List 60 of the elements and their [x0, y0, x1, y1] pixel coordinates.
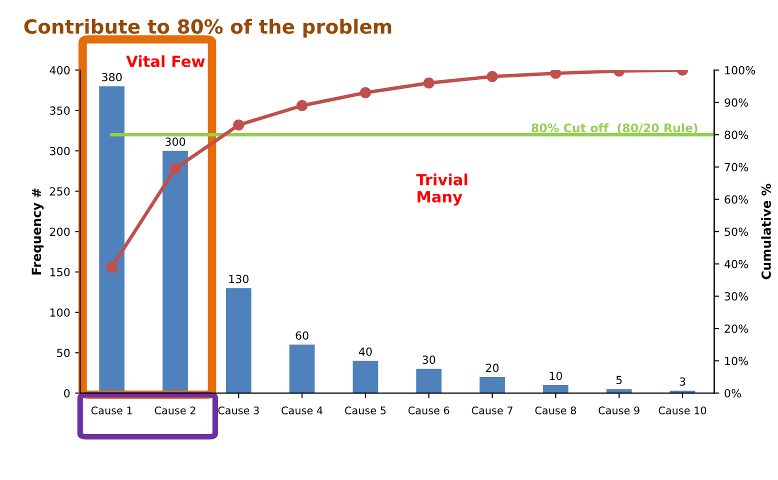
data-label: 40: [358, 347, 372, 356]
bar: [226, 288, 252, 394]
point: [170, 163, 181, 174]
y-tick-label: 200: [50, 228, 70, 236]
y-axis-title: Frequency #: [32, 188, 44, 274]
ref-line-label: 80% Cut off (80/20 Rule): [532, 123, 698, 134]
y-tick-label: 250: [50, 187, 70, 196]
y-tick-label: 50: [57, 348, 70, 358]
bar: [543, 385, 568, 394]
y-tick-label: 100: [50, 308, 70, 317]
y2-tick-label: 0%: [724, 389, 741, 398]
point: [233, 119, 244, 131]
y2-tick-label: 30%: [724, 292, 748, 301]
x-tick-label: Cause 8: [535, 406, 576, 414]
data-label: 5: [616, 376, 622, 384]
point: [550, 70, 562, 79]
y2-tick-label: 50%: [724, 228, 748, 236]
x-tick-label: Cause 4: [282, 406, 322, 414]
y2-tick-label: 20%: [724, 324, 748, 333]
x-tick-label: Cause 7: [472, 406, 512, 414]
point: [423, 77, 434, 89]
data-label: 30: [422, 356, 436, 364]
x-tick-label: Cause 1: [91, 406, 132, 414]
data-label: 10: [550, 372, 562, 380]
annotation: Trivial Many: [416, 174, 468, 206]
y-tick-label: 350: [50, 106, 70, 115]
x-tick-label: Cause 6: [408, 406, 450, 414]
data-label: 3: [680, 377, 686, 386]
data-label: 300: [165, 138, 186, 146]
y2-tick-label: 100%: [725, 66, 756, 74]
y2-tick-label: 40%: [724, 260, 748, 268]
x-tick-label: Cause 9: [598, 406, 640, 414]
point: [486, 70, 498, 82]
point: [106, 262, 118, 273]
bar: [480, 376, 505, 394]
x-tick-label: Cause 2: [154, 406, 196, 414]
y2-tick-label: 90%: [724, 98, 748, 107]
bar: [289, 344, 315, 394]
text: Vital Few: [126, 55, 205, 68]
data-label: 130: [229, 274, 249, 284]
y2-tick-label: 70%: [724, 162, 748, 172]
x-tick-label: Cause 3: [218, 406, 259, 414]
data-label: 60: [296, 331, 308, 340]
point: [360, 87, 372, 98]
point: [296, 100, 308, 112]
bar: [416, 368, 442, 394]
y2-tick-label: 60%: [724, 195, 748, 204]
x-tick-label: Cause 10: [658, 406, 706, 414]
y-tick-label: 400: [50, 66, 70, 74]
data-label: 380: [102, 72, 122, 82]
x-tick-label: Cause 5: [345, 406, 386, 414]
chart-title: Contribute to 80% of the problem: [24, 18, 392, 38]
y2-tick-label: 10%: [725, 356, 748, 366]
bar: [352, 360, 378, 394]
y2-axis-title: Cumulative %: [761, 184, 771, 280]
y-tick-label: 300: [50, 146, 70, 156]
y2-tick-label: 80%: [724, 130, 748, 140]
data-label: 20: [486, 364, 499, 372]
y-tick-label: 0: [64, 389, 70, 398]
y-tick-label: 150: [50, 268, 70, 276]
